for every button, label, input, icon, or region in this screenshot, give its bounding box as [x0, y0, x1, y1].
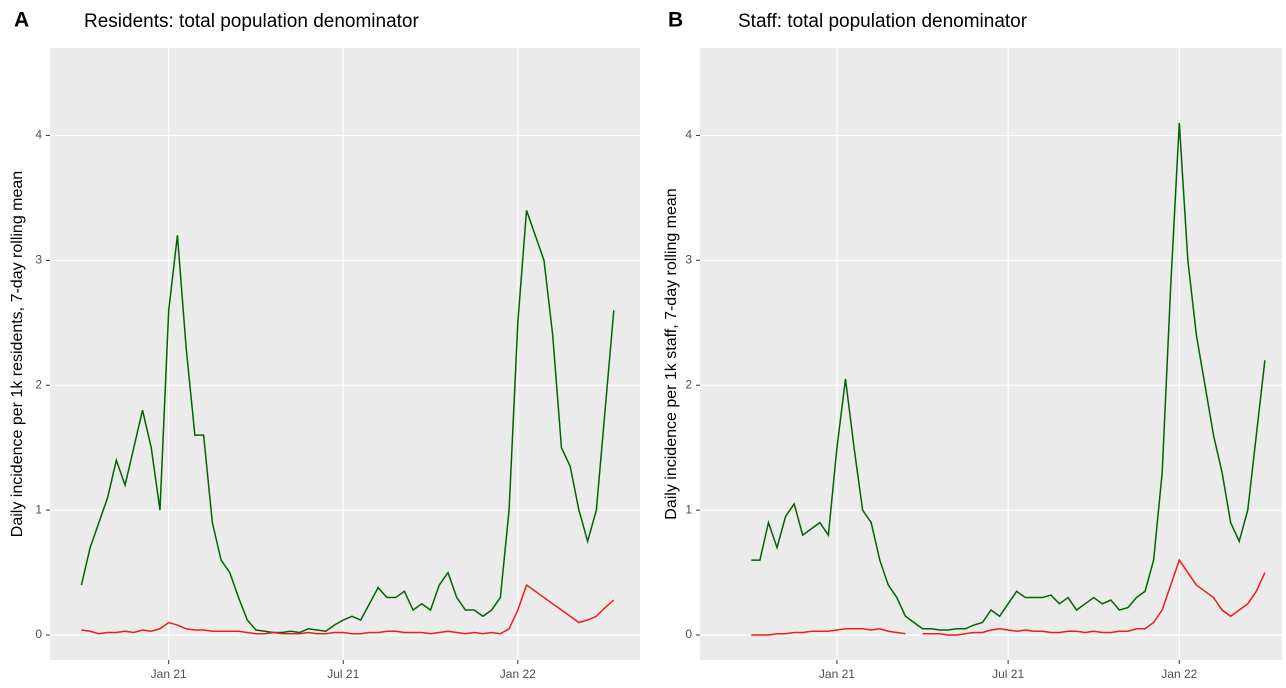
plot-background [50, 48, 640, 660]
data-line [751, 558, 1266, 636]
y-tick-label: 4 [35, 128, 42, 142]
x-tick-label: Jan 21 [819, 667, 855, 681]
y-axis-title: Daily incidence per 1k residents, 7-day … [9, 171, 26, 537]
plot-background [700, 48, 1282, 660]
chart-title: Staff: total population denominator [738, 11, 1028, 32]
y-tick-label: 4 [685, 128, 692, 142]
data-line [81, 583, 615, 635]
x-tick-label: Jul 21 [992, 667, 1024, 681]
x-tick-label: Jan 22 [500, 667, 536, 681]
y-tick-label: 0 [35, 627, 42, 641]
y-tick-label: 1 [35, 502, 42, 516]
x-tick-label: Jan 22 [1161, 667, 1197, 681]
x-tick-label: Jul 21 [327, 667, 359, 681]
y-tick-label: 3 [685, 252, 692, 266]
data-line [80, 210, 615, 634]
y-tick-label: 1 [685, 502, 692, 516]
data-line [751, 122, 1266, 631]
x-tick-label: Jan 21 [151, 667, 187, 681]
y-tick-label: 3 [35, 252, 42, 266]
y-tick-label: 2 [685, 377, 692, 391]
y-tick-label: 0 [685, 627, 692, 641]
y-tick-label: 2 [35, 377, 42, 391]
panel-tag: A [14, 9, 29, 32]
chart-title: Residents: total population denominator [84, 11, 420, 32]
panel-tag: B [668, 9, 683, 32]
y-axis-title: Daily incidence per 1k staff, 7-day roll… [663, 188, 680, 519]
